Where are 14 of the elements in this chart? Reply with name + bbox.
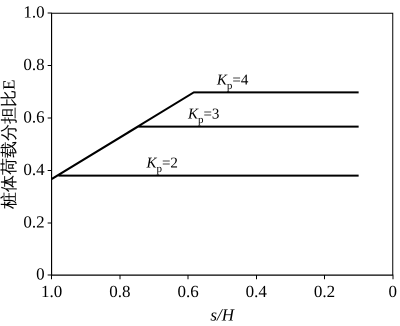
y-tick-label: 0.2	[23, 212, 45, 232]
y-tick-label: 0.6	[23, 107, 45, 126]
y-tick-label: 0.8	[23, 55, 45, 74]
y-tick-label: 1.0	[23, 2, 45, 22]
x-tick-label: 0.6	[177, 282, 199, 301]
y-axis-title: 桩体荷载分担比E	[0, 80, 19, 210]
y-tick-label: 0.4	[23, 160, 46, 179]
x-axis-title: s/H	[210, 305, 236, 324]
x-tick-label: 0.8	[109, 282, 130, 301]
x-tick-label: 0.2	[314, 282, 336, 301]
y-tick-label: 0	[36, 264, 45, 284]
x-tick-label: 0	[388, 282, 397, 301]
x-tick-label: 0.4	[246, 282, 268, 301]
x-tick-label: 1.0	[41, 282, 62, 301]
